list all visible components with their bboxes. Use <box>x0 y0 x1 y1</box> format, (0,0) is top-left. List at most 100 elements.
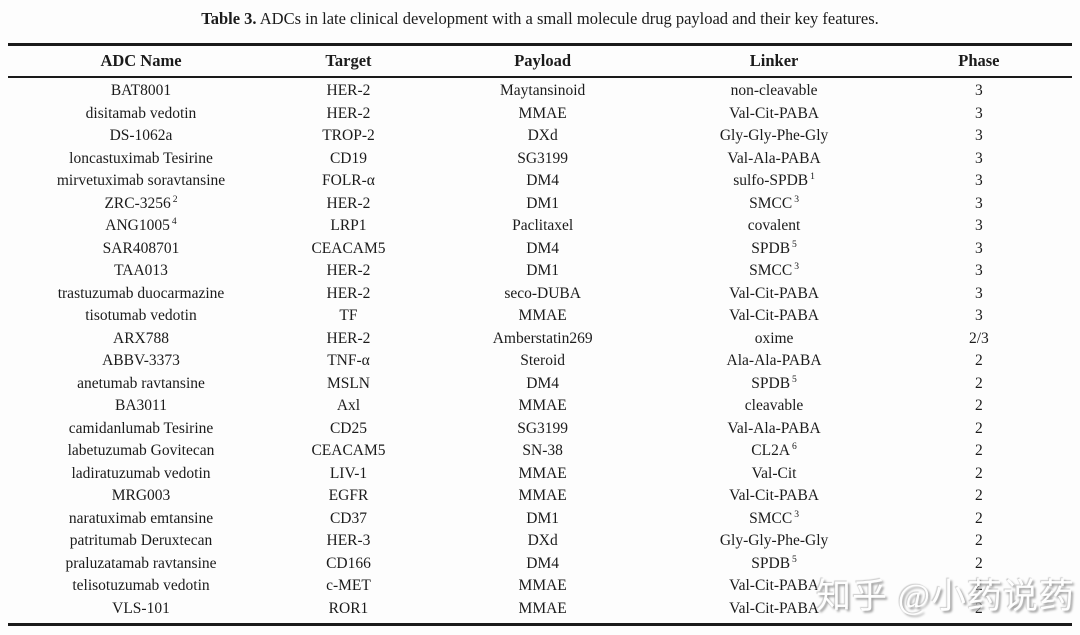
cell-adc-name: disitamab vedotin <box>85 104 197 122</box>
cell-adc-name: TAA013 <box>114 262 168 280</box>
cell-phase: 2 <box>975 509 983 527</box>
cell-linker: SPDB 5 <box>751 553 797 572</box>
cell-phase: 3 <box>975 82 983 100</box>
cell-phase: 2 <box>975 352 983 370</box>
cell-target: CD19 <box>329 149 367 167</box>
cell-phase: 2 <box>975 577 983 595</box>
table-row: trastuzumab duocarmazine HER-2 seco-DUBA Va… <box>8 283 1072 306</box>
cell-payload: Steroid <box>520 352 566 370</box>
cell-linker: SPDB 5 <box>751 373 797 392</box>
table-row: ARX788 HER-2 Amberstatin269 oxime 2/3 <box>8 328 1072 351</box>
cell-payload: Amberstatin269 <box>492 329 593 347</box>
header-phase: Phase <box>958 51 1000 70</box>
cell-phase: 2 <box>975 487 983 505</box>
footnote-marker: 5 <box>792 373 797 385</box>
cell-linker: Val-Ala-PABA <box>727 149 821 167</box>
table-caption: Table 3. ADCs in late clinical developme… <box>0 0 1080 31</box>
cell-phase: 3 <box>975 217 983 235</box>
cell-linker: sulfo-SPDB 1 <box>733 171 815 190</box>
cell-payload: MMAE <box>518 487 567 505</box>
table-caption-text: ADCs in late clinical development with a… <box>256 9 879 28</box>
cell-linker: Val-Cit-PABA <box>729 487 819 505</box>
footnote-marker: 3 <box>794 193 799 205</box>
cell-adc-name: naratuximab emtansine <box>68 509 214 527</box>
cell-adc-name: SAR408701 <box>102 239 180 257</box>
header-linker: Linker <box>749 51 799 70</box>
cell-phase: 3 <box>975 239 983 257</box>
cell-linker: Ala-Ala-PABA <box>726 352 822 370</box>
table-row: TAA013 HER-2 DM1 SMCC 3 3 <box>8 260 1072 283</box>
cell-phase: 2 <box>975 554 983 572</box>
cell-phase: 2 <box>975 397 983 415</box>
cell-target: HER-3 <box>326 532 371 550</box>
header-target: Target <box>325 51 372 70</box>
cell-target: Axl <box>336 397 361 415</box>
cell-payload: MMAE <box>518 599 567 617</box>
cell-payload: DXd <box>527 127 558 145</box>
cell-linker: CL2A 6 <box>751 441 797 460</box>
cell-linker: oxime <box>754 329 794 347</box>
cell-adc-name: anetumab ravtansine <box>77 374 205 392</box>
cell-linker: Val-Cit <box>751 464 797 482</box>
table-row: ZRC-3256 2 HER-2 DM1 SMCC 3 3 <box>8 193 1072 216</box>
cell-target: CD37 <box>329 509 367 527</box>
cell-phase: 2 <box>975 599 983 617</box>
cell-payload: SG3199 <box>517 149 569 167</box>
cell-payload: DM4 <box>526 239 560 257</box>
cell-adc-name: VLS-101 <box>112 599 170 617</box>
cell-target: FOLR-α <box>322 172 375 190</box>
cell-linker: SPDB 5 <box>751 238 797 257</box>
cell-payload: MMAE <box>518 104 567 122</box>
cell-payload: seco-DUBA <box>504 284 581 302</box>
header-adc-name: ADC Name <box>100 51 182 70</box>
cell-payload: DM4 <box>526 172 560 190</box>
cell-target: HER-2 <box>326 194 371 212</box>
cell-phase: 3 <box>975 284 983 302</box>
footnote-marker: 2 <box>172 193 178 205</box>
cell-adc-name: ANG1005 4 <box>105 216 177 235</box>
cell-adc-name: BAT8001 <box>110 82 172 100</box>
cell-adc-name: ABBV-3373 <box>102 352 180 370</box>
footnote-marker: 1 <box>810 171 815 183</box>
table-caption-label: Table 3. <box>201 9 257 28</box>
cell-payload: MMAE <box>518 307 567 325</box>
table-row: mirvetuximab soravtansine FOLR-α DM4 sulfo-… <box>8 170 1072 193</box>
cell-target: CEACAM5 <box>311 442 386 460</box>
footnote-marker: 5 <box>792 553 797 565</box>
cell-adc-name: trastuzumab duocarmazine <box>57 284 225 302</box>
table-row: telisotuzumab vedotin c-MET MMAE Val-Cit-PA… <box>8 575 1072 598</box>
table-row: MRG003 EGFR MMAE Val-Cit-PABA 2 <box>8 485 1072 508</box>
table-row: SAR408701 CEACAM5 DM4 SPDB 5 3 <box>8 238 1072 261</box>
cell-phase: 3 <box>975 262 983 280</box>
cell-target: CD166 <box>326 554 371 572</box>
cell-linker: SMCC 3 <box>749 193 799 212</box>
cell-payload: DM1 <box>526 194 560 212</box>
cell-linker: Val-Ala-PABA <box>727 419 821 437</box>
cell-phase: 3 <box>975 127 983 145</box>
cell-target: MSLN <box>326 374 371 392</box>
cell-payload: MMAE <box>518 397 567 415</box>
cell-linker: Val-Cit-PABA <box>729 104 819 122</box>
cell-linker: Val-Cit-PABA <box>729 284 819 302</box>
cell-target: TNF-α <box>327 352 370 370</box>
table-row: labetuzumab Govitecan CEACAM5 SN-38 CL2A 6 2 <box>8 440 1072 463</box>
footnote-marker: 3 <box>794 261 799 273</box>
cell-adc-name: praluzatamab ravtansine <box>65 554 217 572</box>
adc-table: ADC Name Target Payload Linker Phase BAT… <box>8 43 1072 626</box>
cell-linker: non-cleavable <box>730 82 818 100</box>
cell-target: CD25 <box>329 419 367 437</box>
table-row: ladiratuzumab vedotin LIV-1 MMAE Val-Cit 2 <box>8 463 1072 486</box>
footnote-marker: 5 <box>792 238 797 250</box>
cell-target: LRP1 <box>330 217 367 235</box>
cell-phase: 3 <box>975 172 983 190</box>
cell-linker: Gly-Gly-Phe-Gly <box>719 532 829 550</box>
cell-target: CEACAM5 <box>311 239 386 257</box>
cell-phase: 2 <box>975 532 983 550</box>
cell-phase: 2 <box>975 374 983 392</box>
cell-adc-name: ARX788 <box>113 329 169 347</box>
cell-adc-name: DS-1062a <box>109 127 173 145</box>
cell-phase: 3 <box>975 194 983 212</box>
table-row: naratuximab emtansine CD37 DM1 SMCC 3 2 <box>8 508 1072 531</box>
cell-target: HER-2 <box>326 82 371 100</box>
